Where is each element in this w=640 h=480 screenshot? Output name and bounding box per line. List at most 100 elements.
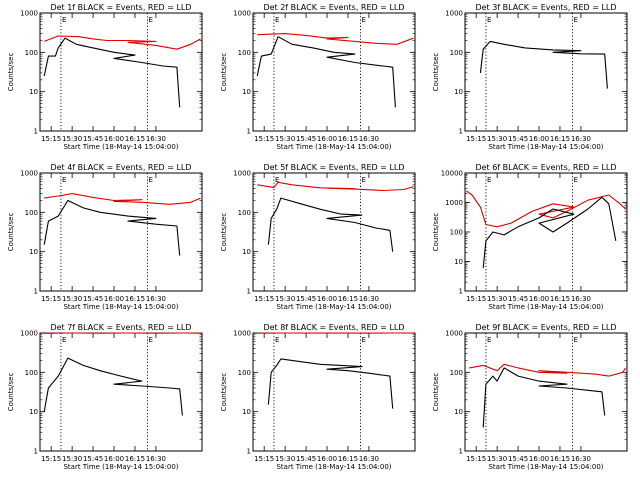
y-tick-label: 100 bbox=[25, 49, 38, 57]
x-tick-label: 15:15 bbox=[41, 295, 61, 303]
y-tick-label: 10 bbox=[242, 248, 251, 256]
series-black-line bbox=[256, 36, 396, 108]
panel-title: Det 5f BLACK = Events, RED = LLD bbox=[263, 163, 404, 172]
event-marker-label: E bbox=[149, 16, 153, 24]
y-tick-label: 1 bbox=[459, 448, 463, 456]
x-tick-label: 15:15 bbox=[466, 455, 486, 463]
panel-det-2f: Det 2f BLACK = Events, RED = LLD 1 10 100 10… bbox=[220, 3, 416, 151]
x-tick-label: 15:30 bbox=[62, 295, 82, 303]
y-tick-label: 10 bbox=[454, 258, 463, 266]
x-tick-label: 15:45 bbox=[508, 455, 528, 463]
y-tick-label: 1 bbox=[34, 128, 38, 136]
x-tick-label: 15:15 bbox=[466, 135, 486, 143]
x-axis-label: Start Time (18-May-14 15:04:00) bbox=[63, 463, 178, 471]
x-axis-label: Start Time (18-May-14 15:04:00) bbox=[63, 303, 178, 311]
panel-title: Det 2f BLACK = Events, RED = LLD bbox=[263, 3, 404, 12]
x-tick-label: 15:15 bbox=[254, 455, 274, 463]
panel-det-5f: Det 5f BLACK = Events, RED = LLD 1 10 100 10… bbox=[220, 163, 416, 311]
x-tick-label: 16:15 bbox=[338, 455, 358, 463]
y-tick-label: 100 bbox=[450, 369, 463, 377]
x-tick-label: 15:45 bbox=[508, 295, 528, 303]
x-tick-label: 15:45 bbox=[508, 135, 528, 143]
y-axis-label: Counts/sec bbox=[220, 53, 228, 92]
plot-frame bbox=[464, 332, 628, 452]
x-tick-label: 16:30 bbox=[571, 455, 591, 463]
x-tick-label: 16:15 bbox=[338, 295, 358, 303]
event-marker-label: E bbox=[362, 336, 366, 344]
y-tick-label: 1000 bbox=[20, 330, 38, 338]
plot-frame bbox=[252, 12, 416, 132]
series-red-line bbox=[466, 190, 626, 228]
x-tick-label: 16:00 bbox=[529, 295, 549, 303]
panel-title: Det 3f BLACK = Events, RED = LLD bbox=[475, 3, 616, 12]
plot-frame bbox=[39, 332, 203, 452]
x-tick-label: 16:00 bbox=[317, 295, 337, 303]
event-marker-label: E bbox=[62, 336, 66, 344]
y-tick-label: 10 bbox=[454, 408, 463, 416]
x-tick-label: 15:30 bbox=[62, 455, 82, 463]
x-tick-label: 15:30 bbox=[275, 455, 295, 463]
plot-frame bbox=[39, 12, 203, 132]
panel-title: Det 7f BLACK = Events, RED = LLD bbox=[50, 323, 191, 332]
y-tick-label: 1000 bbox=[445, 330, 463, 338]
x-tick-label: 16:30 bbox=[359, 295, 379, 303]
y-axis-label: Counts/sec bbox=[432, 53, 440, 92]
y-tick-label: 1 bbox=[34, 288, 38, 296]
y-tick-label: 10 bbox=[454, 88, 463, 96]
panel-det-9f: Det 9f BLACK = Events, RED = LLD 1 10 100 10… bbox=[432, 323, 628, 471]
y-axis-label: Counts/sec bbox=[220, 373, 228, 412]
x-tick-label: 15:45 bbox=[83, 455, 103, 463]
plot-frame bbox=[464, 12, 628, 132]
event-marker-label: E bbox=[149, 336, 153, 344]
y-tick-label: 1000 bbox=[233, 330, 251, 338]
series-black-line bbox=[482, 367, 606, 428]
x-tick-label: 16:30 bbox=[571, 295, 591, 303]
y-tick-label: 10000 bbox=[441, 170, 463, 178]
event-marker-label: E bbox=[362, 16, 366, 24]
y-tick-label: 1 bbox=[459, 288, 463, 296]
x-axis-label: Start Time (18-May-14 15:04:00) bbox=[63, 143, 178, 151]
x-tick-label: 15:45 bbox=[83, 295, 103, 303]
y-tick-label: 100 bbox=[25, 369, 38, 377]
panel-det-3f: Det 3f BLACK = Events, RED = LLD 1 10 100 10… bbox=[432, 3, 628, 151]
y-axis-label: Counts/sec bbox=[432, 213, 440, 252]
event-marker-label: E bbox=[62, 16, 66, 24]
x-tick-label: 16:30 bbox=[571, 135, 591, 143]
series-black-line bbox=[267, 358, 394, 409]
x-tick-label: 16:15 bbox=[125, 455, 145, 463]
x-tick-label: 15:30 bbox=[275, 295, 295, 303]
x-tick-label: 16:15 bbox=[338, 135, 358, 143]
x-tick-label: 16:15 bbox=[550, 455, 570, 463]
series-black-line bbox=[482, 196, 617, 269]
x-tick-label: 15:45 bbox=[83, 135, 103, 143]
x-tick-label: 15:15 bbox=[41, 135, 61, 143]
x-tick-label: 15:45 bbox=[296, 455, 316, 463]
x-tick-label: 15:15 bbox=[41, 455, 61, 463]
y-tick-label: 1 bbox=[34, 448, 38, 456]
y-axis-label: Counts/sec bbox=[7, 213, 15, 252]
series-red-line bbox=[44, 193, 201, 205]
x-tick-label: 16:30 bbox=[359, 455, 379, 463]
y-tick-label: 1000 bbox=[445, 199, 463, 207]
x-tick-label: 15:15 bbox=[254, 295, 274, 303]
event-marker-label: E bbox=[362, 176, 366, 184]
panel-title: Det 4f BLACK = Events, RED = LLD bbox=[50, 163, 191, 172]
event-marker-label: E bbox=[275, 16, 279, 24]
x-tick-label: 16:30 bbox=[146, 135, 166, 143]
x-tick-label: 16:30 bbox=[146, 455, 166, 463]
y-tick-label: 1000 bbox=[20, 170, 38, 178]
plot-frame bbox=[39, 172, 203, 292]
x-axis-label: Start Time (18-May-14 15:04:00) bbox=[488, 303, 603, 311]
event-marker-label: E bbox=[275, 176, 279, 184]
event-marker-label: E bbox=[487, 16, 491, 24]
x-tick-label: 15:45 bbox=[296, 135, 316, 143]
y-tick-label: 1 bbox=[247, 448, 251, 456]
event-marker-label: E bbox=[487, 176, 491, 184]
y-axis-label: Counts/sec bbox=[7, 53, 15, 92]
event-marker-label: E bbox=[149, 176, 153, 184]
panel-det-6f: Det 6f BLACK = Events, RED = LLD 1 10 100 10… bbox=[432, 163, 628, 311]
y-tick-label: 100 bbox=[25, 209, 38, 217]
event-marker-label: E bbox=[487, 336, 491, 344]
x-axis-label: Start Time (18-May-14 15:04:00) bbox=[276, 303, 391, 311]
